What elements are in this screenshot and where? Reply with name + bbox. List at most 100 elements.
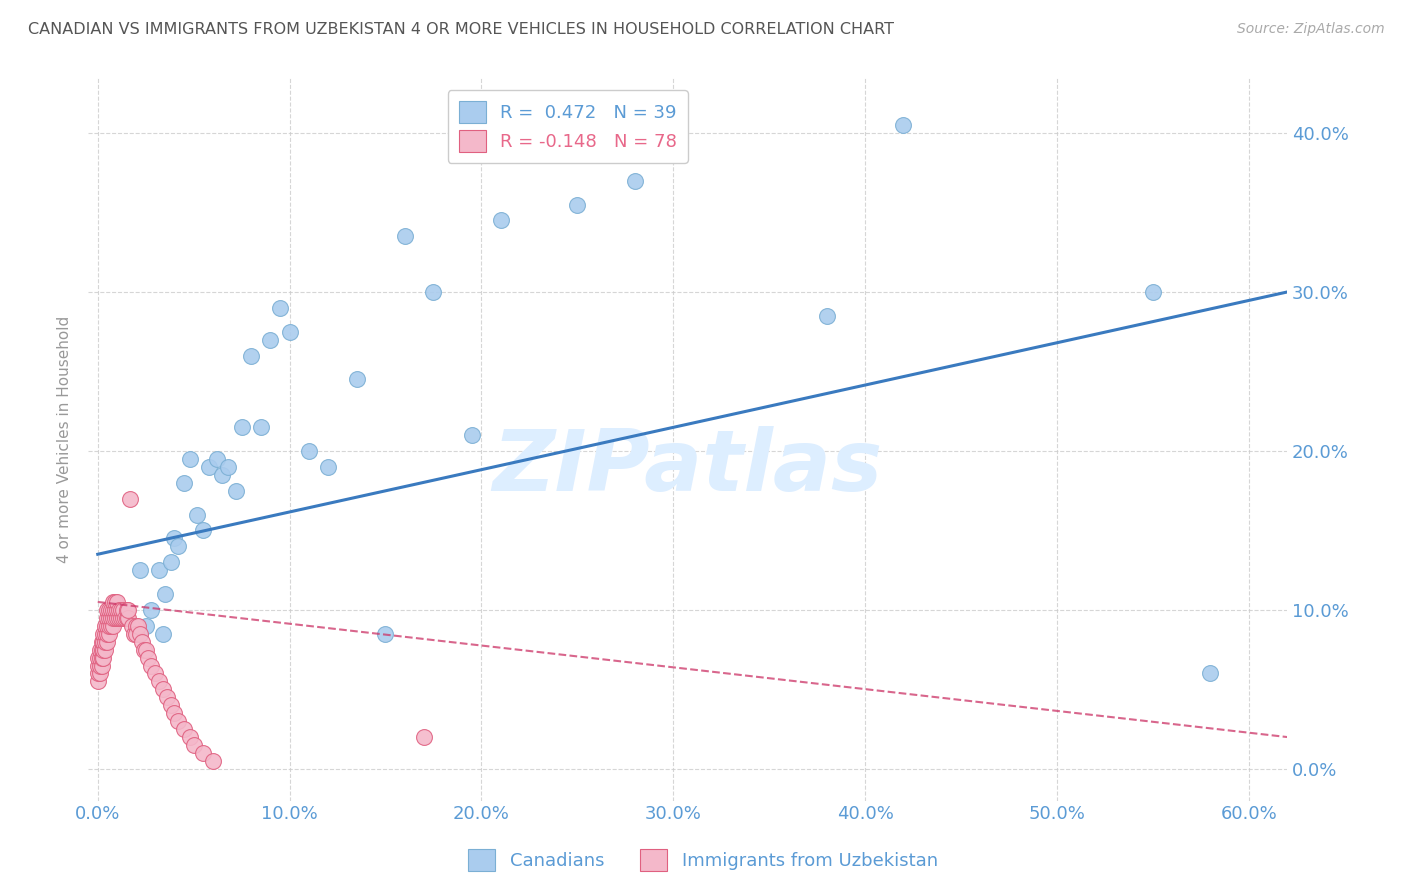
Point: [815, 309, 838, 323]
Point: [89, 666, 111, 681]
Point: [129, 563, 152, 577]
Point: [278, 325, 301, 339]
Point: [624, 174, 647, 188]
Point: [125, 626, 148, 640]
Point: [179, 451, 201, 466]
Point: [152, 682, 174, 697]
Point: [111, 611, 134, 625]
Point: [104, 603, 127, 617]
Point: [96, 603, 118, 617]
Point: [93, 650, 115, 665]
Point: [98, 619, 121, 633]
Point: [108, 603, 131, 617]
Point: [240, 349, 263, 363]
Point: [110, 611, 132, 625]
Point: [167, 714, 190, 728]
Point: [231, 420, 253, 434]
Point: [225, 483, 247, 498]
Point: [198, 459, 221, 474]
Point: [153, 587, 176, 601]
Point: [89, 642, 111, 657]
Point: [101, 603, 124, 617]
Legend: R =  0.472   N = 39, R = -0.148   N = 78: R = 0.472 N = 39, R = -0.148 N = 78: [447, 90, 688, 163]
Point: [316, 459, 339, 474]
Point: [105, 611, 128, 625]
Point: [132, 642, 155, 657]
Point: [89, 650, 111, 665]
Point: [87, 674, 110, 689]
Point: [173, 722, 195, 736]
Point: [101, 611, 124, 625]
Point: [346, 372, 368, 386]
Point: [893, 118, 915, 132]
Point: [87, 650, 110, 665]
Point: [93, 634, 115, 648]
Point: [120, 491, 142, 506]
Point: [94, 642, 117, 657]
Point: [100, 611, 122, 625]
Point: [87, 658, 110, 673]
Point: [201, 754, 224, 768]
Legend: Canadians, Immigrants from Uzbekistan: Canadians, Immigrants from Uzbekistan: [461, 842, 945, 879]
Point: [193, 746, 215, 760]
Point: [141, 603, 163, 617]
Point: [111, 603, 134, 617]
Point: [152, 626, 174, 640]
Point: [163, 706, 186, 721]
Point: [179, 730, 201, 744]
Point: [127, 619, 149, 633]
Point: [105, 603, 128, 617]
Point: [148, 674, 170, 689]
Point: [143, 666, 166, 681]
Text: ZIPatlas: ZIPatlas: [492, 426, 883, 509]
Point: [159, 698, 181, 713]
Point: [121, 619, 143, 633]
Point: [98, 603, 121, 617]
Point: [93, 642, 115, 657]
Point: [135, 619, 157, 633]
Point: [173, 475, 195, 490]
Point: [94, 626, 117, 640]
Point: [96, 626, 118, 640]
Text: Source: ZipAtlas.com: Source: ZipAtlas.com: [1237, 22, 1385, 37]
Point: [374, 626, 396, 640]
Point: [489, 213, 512, 227]
Point: [94, 634, 117, 648]
Point: [259, 333, 281, 347]
Point: [89, 658, 111, 673]
Point: [98, 611, 121, 625]
Point: [422, 285, 444, 299]
Point: [269, 301, 291, 315]
Point: [461, 428, 484, 442]
Point: [122, 626, 145, 640]
Point: [205, 451, 228, 466]
Point: [1199, 666, 1222, 681]
Point: [1142, 285, 1164, 299]
Point: [298, 444, 321, 458]
Point: [96, 619, 118, 633]
Point: [125, 619, 148, 633]
Point: [193, 524, 215, 538]
Point: [394, 229, 416, 244]
Point: [117, 611, 139, 625]
Point: [94, 619, 117, 633]
Point: [186, 508, 208, 522]
Point: [159, 555, 181, 569]
Point: [567, 197, 589, 211]
Point: [110, 603, 132, 617]
Point: [101, 619, 124, 633]
Point: [98, 626, 121, 640]
Point: [156, 690, 179, 705]
Point: [117, 603, 139, 617]
Point: [104, 611, 127, 625]
Point: [87, 666, 110, 681]
Point: [115, 611, 138, 625]
Point: [90, 642, 112, 657]
Point: [101, 595, 124, 609]
Point: [105, 595, 128, 609]
Point: [211, 467, 233, 482]
Point: [108, 611, 131, 625]
Point: [141, 658, 163, 673]
Point: [249, 420, 271, 434]
Point: [412, 730, 434, 744]
